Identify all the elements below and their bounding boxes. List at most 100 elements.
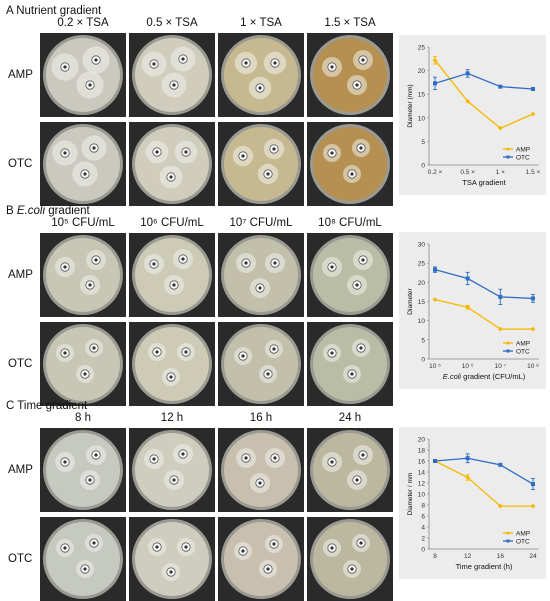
- y-tick-label: 0: [421, 357, 425, 364]
- disc-center: [244, 456, 248, 460]
- disc-center: [258, 86, 262, 90]
- disc-center: [155, 545, 159, 549]
- column-header: 10⁸ CFU/mL: [318, 217, 382, 229]
- legend-label: OTC: [516, 348, 530, 355]
- disc-center: [258, 286, 262, 290]
- agar-surface: [46, 238, 120, 312]
- agar-surface: [313, 327, 387, 401]
- agar-surface: [313, 127, 387, 201]
- agar-surface: [224, 38, 298, 112]
- y-tick-label: 5: [421, 337, 425, 344]
- legend-marker: [506, 531, 510, 535]
- disc-center: [355, 83, 359, 87]
- disc-center: [330, 265, 334, 269]
- column-header: 10⁷ CFU/mL: [229, 217, 293, 229]
- petri-dish-image: [218, 122, 304, 206]
- column-header: 0.5 × TSA: [146, 17, 198, 29]
- disc-center: [273, 456, 277, 460]
- disc-center: [152, 262, 156, 266]
- agar-surface: [135, 433, 209, 507]
- y-tick-label: 10: [418, 318, 426, 325]
- y-axis-label: Diameter: [407, 287, 414, 314]
- data-point-otc: [531, 482, 535, 487]
- legend-label: OTC: [516, 538, 530, 545]
- disc-center: [92, 346, 96, 350]
- disc-center: [330, 151, 334, 155]
- agar-surface: [46, 433, 120, 507]
- disc-center: [241, 549, 245, 553]
- petri-dish-image: [218, 322, 304, 406]
- y-tick-label: 20: [418, 68, 426, 75]
- disc-center: [63, 546, 67, 550]
- disc-center: [241, 154, 245, 158]
- column-header: 8 h: [75, 412, 91, 424]
- y-tick-label: 2: [421, 536, 425, 543]
- disc-center: [273, 61, 277, 65]
- legend-label: AMP: [516, 340, 530, 347]
- x-axis-label: TSA gradient: [462, 178, 506, 187]
- y-tick-label: 0: [421, 163, 425, 170]
- disc-center: [273, 261, 277, 265]
- series-line-amp: [434, 460, 533, 507]
- data-point-amp: [465, 98, 471, 104]
- data-point-otc: [465, 71, 470, 76]
- x-tick-label: 0.2 ×: [428, 169, 443, 176]
- disc-center: [266, 567, 270, 571]
- x-tick-label: 10 ⁸: [527, 363, 539, 370]
- petri-dish-image: [40, 33, 126, 117]
- agar-surface: [46, 327, 120, 401]
- disc-center: [155, 350, 159, 354]
- y-tick-label: 14: [418, 470, 426, 477]
- petri-dish-image: [307, 122, 393, 206]
- disc-center: [184, 150, 188, 154]
- disc-center: [181, 257, 185, 261]
- petri-dish-image: [129, 517, 215, 601]
- agar-surface: [313, 522, 387, 596]
- disc-center: [266, 372, 270, 376]
- disc-center: [359, 146, 363, 150]
- chart-panel: 0 2 4 6 8 10 12 14 16 18 20 8 12 16 24 Time gradient (h…: [399, 427, 546, 579]
- petri-dish-image: [129, 33, 215, 117]
- data-point-amp: [465, 475, 471, 480]
- panel-title-italic: E.coli: [16, 205, 45, 217]
- legend-marker: [506, 155, 510, 159]
- panel-letter: A: [6, 5, 17, 17]
- chart-panel: 0 5 10 15 20 25 0.2 × 0.5 × 1 × 1.5 × TSA gradient…: [399, 35, 546, 195]
- petri-dish-image: [129, 428, 215, 512]
- petri-dish-image: [218, 233, 304, 317]
- series-line-otc: [434, 269, 534, 300]
- disc-center: [184, 545, 188, 549]
- row-label-amp: AMP: [8, 269, 33, 281]
- petri-dish-image: [40, 517, 126, 601]
- x-tick-label: 16: [497, 553, 505, 560]
- disc-center: [88, 283, 92, 287]
- y-tick-label: 4: [421, 525, 425, 532]
- disc-center: [63, 65, 67, 69]
- legend-label: AMP: [516, 530, 530, 537]
- agar-surface: [313, 238, 387, 312]
- disc-center: [266, 172, 270, 176]
- agar-surface: [135, 127, 209, 201]
- disc-center: [272, 147, 276, 151]
- disc-center: [350, 567, 354, 571]
- data-point-otc: [465, 276, 470, 281]
- y-tick-label: 15: [418, 299, 426, 306]
- row-label-otc: OTC: [8, 358, 33, 370]
- petri-dish-image: [218, 517, 304, 601]
- data-point-otc: [433, 459, 437, 463]
- x-tick-label: 10 ⁵: [429, 363, 441, 370]
- data-point-otc: [498, 84, 503, 89]
- data-point-amp: [465, 304, 471, 310]
- legend-label: AMP: [516, 146, 530, 153]
- y-tick-label: 16: [418, 459, 426, 466]
- disc-center: [350, 372, 354, 376]
- disc-center: [63, 460, 67, 464]
- x-tick-label: 10 ⁷: [495, 363, 507, 370]
- data-point-amp: [530, 503, 536, 509]
- petri-dish-image: [307, 233, 393, 317]
- disc-center: [152, 457, 156, 461]
- agar-surface: [135, 238, 209, 312]
- column-header: 12 h: [160, 412, 184, 424]
- y-tick-label: 18: [418, 448, 426, 455]
